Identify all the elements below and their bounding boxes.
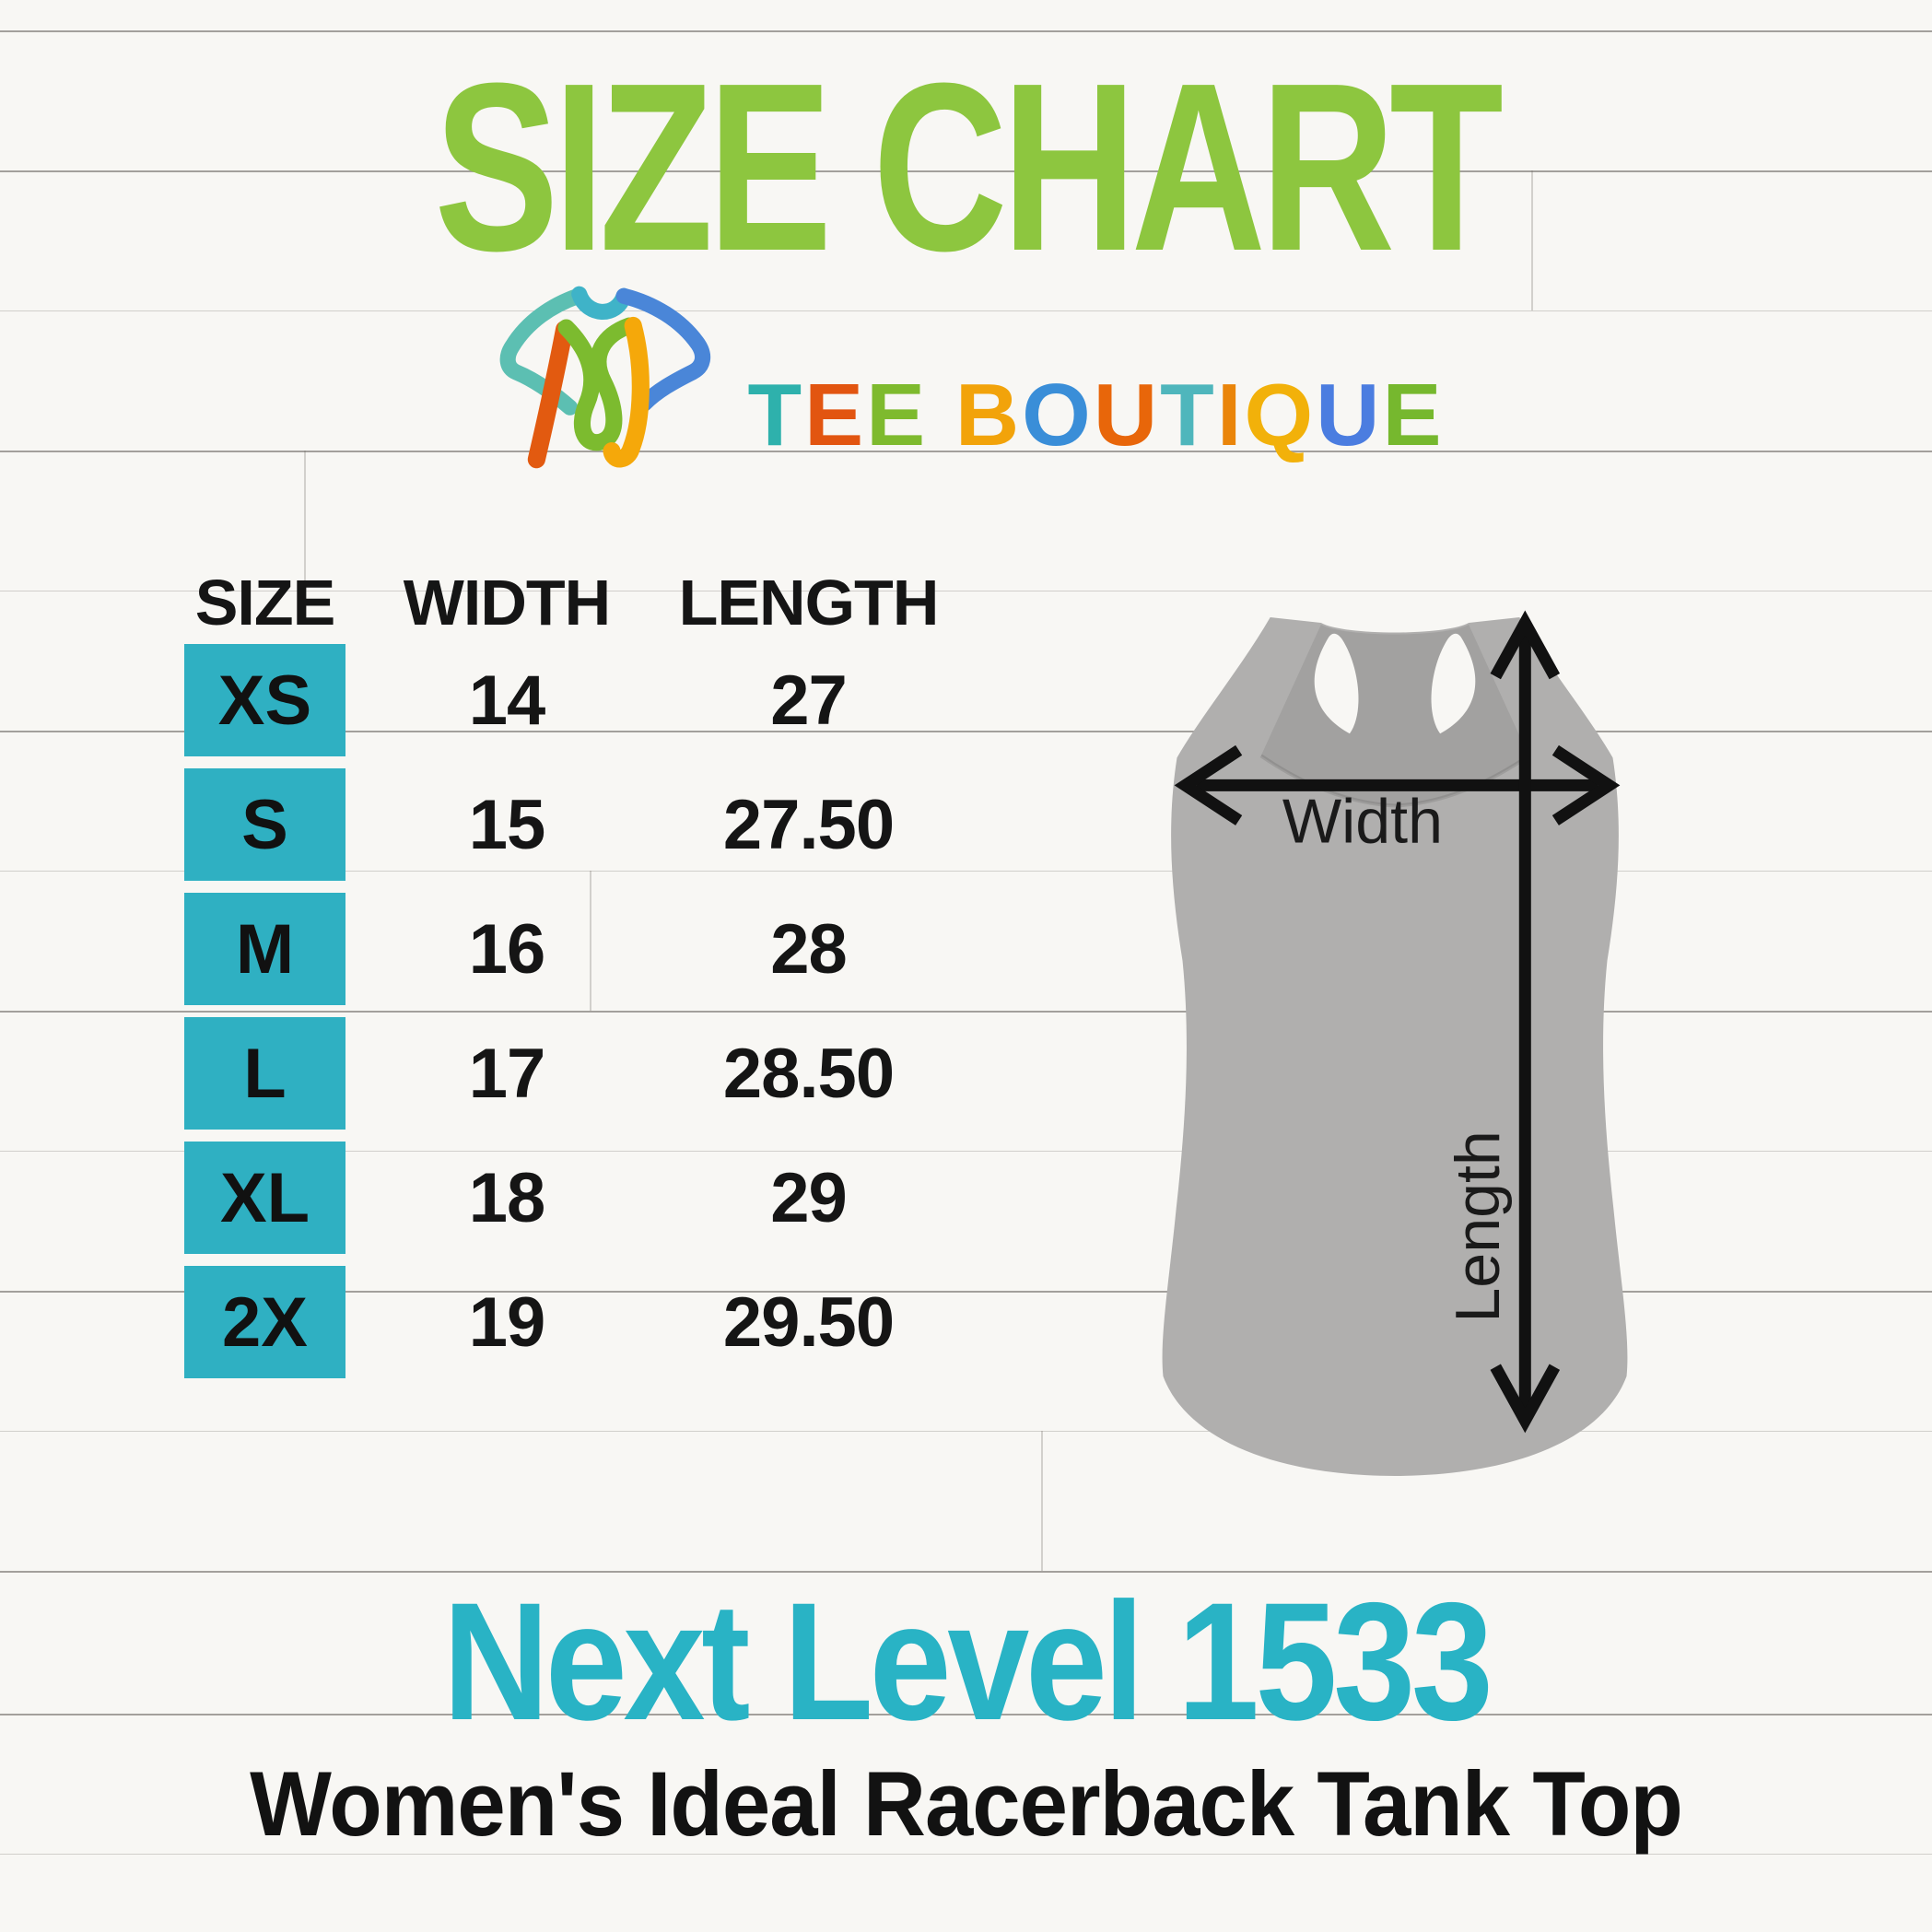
length-value: 28.50 xyxy=(722,1034,895,1113)
brand-wordmark: T E E B O U T I Q U E xyxy=(747,371,1444,460)
length-value: 29.50 xyxy=(722,1282,895,1362)
tee-boutique-tshirt-icon xyxy=(500,286,711,469)
plank-line xyxy=(0,731,1932,732)
tank-body xyxy=(1162,617,1628,1476)
length-value: 28 xyxy=(770,909,848,989)
width-value: 17 xyxy=(468,1034,546,1113)
plank-line xyxy=(0,1011,1932,1013)
width-value: 16 xyxy=(468,909,546,989)
page-title: SIZE CHART xyxy=(434,34,1504,301)
plank-seam xyxy=(304,451,306,591)
plank-seam xyxy=(1041,1431,1043,1571)
brand-letter xyxy=(928,371,955,460)
brand-letter: O xyxy=(1022,366,1094,464)
plank-line xyxy=(0,1151,1932,1152)
plank-line xyxy=(0,310,1932,311)
length-dimension-label: Length xyxy=(1443,1130,1513,1322)
plank-line xyxy=(0,1431,1932,1432)
plank-seam xyxy=(1531,170,1533,310)
plank-line xyxy=(0,1714,1932,1715)
brand-letter: E xyxy=(866,366,929,464)
tank-top-diagram: Width Length xyxy=(1131,610,1658,1496)
length-value: 27.50 xyxy=(722,785,895,864)
armhole-cutout-right xyxy=(1431,633,1476,734)
width-value: 15 xyxy=(468,785,546,864)
width-value: 18 xyxy=(468,1158,546,1237)
size-cell: S xyxy=(184,768,345,881)
brand-letter: B xyxy=(954,366,1023,464)
size-cell: XL xyxy=(184,1142,345,1254)
length-value: 27 xyxy=(770,661,848,740)
plank-line xyxy=(0,1291,1932,1293)
column-header-width: WIDTH xyxy=(403,567,611,638)
brand-logo: T E E B O U T I Q U E xyxy=(0,258,1932,507)
product-model-title: Next Level 1533 xyxy=(442,1567,1493,1755)
armhole-cutout-left xyxy=(1314,633,1359,734)
width-dimension-label: Width xyxy=(1282,787,1443,857)
product-name-subtitle: Women's Ideal Racerback Tank Top xyxy=(250,1752,1683,1855)
plank-line xyxy=(0,30,1932,32)
brand-letter: U xyxy=(1093,366,1161,464)
brand-letter: E xyxy=(1382,366,1445,464)
brand-letter: E xyxy=(804,366,867,464)
size-cell: XS xyxy=(184,644,345,756)
size-table: SIZE WIDTH LENGTH XS 14 27 S 15 27.50 M … xyxy=(184,567,949,1378)
column-header-size: SIZE xyxy=(194,567,336,638)
size-cell: L xyxy=(184,1017,345,1130)
brand-letter: U xyxy=(1316,366,1383,464)
plank-line xyxy=(0,170,1932,172)
brand-letter: Q xyxy=(1244,366,1317,464)
size-cell: 2X xyxy=(184,1266,345,1378)
plank-line xyxy=(0,451,1932,452)
size-cell: M xyxy=(184,893,345,1005)
column-header-length: LENGTH xyxy=(678,567,940,638)
plank-seam xyxy=(590,871,591,1011)
brand-letter: T xyxy=(1160,366,1217,464)
length-value: 29 xyxy=(770,1158,848,1237)
plank-line xyxy=(0,1854,1932,1855)
length-arrow xyxy=(1490,610,1561,1434)
brand-letter: T xyxy=(747,366,805,464)
plank-line xyxy=(0,871,1932,872)
width-value: 14 xyxy=(468,661,546,740)
width-value: 19 xyxy=(468,1282,546,1362)
brand-letter: I xyxy=(1216,366,1245,464)
racerback-tank-illustration: Width Length xyxy=(1162,610,1628,1476)
plank-line xyxy=(0,1571,1932,1573)
